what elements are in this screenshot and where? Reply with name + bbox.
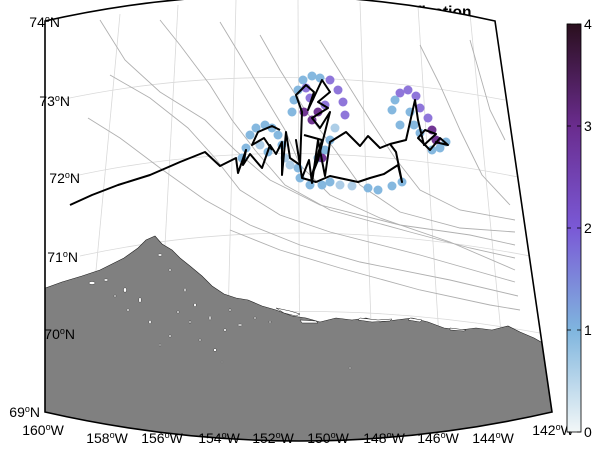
- lon-label-146: 146oW: [417, 430, 459, 446]
- coastal-lagoons: [88, 253, 352, 370]
- lat-label-69: 69oN: [9, 404, 40, 420]
- lon-label-148: 148oW: [363, 430, 405, 446]
- ship-track: [69, 79, 449, 206]
- colorbar-label-3: 3: [584, 118, 592, 134]
- lon-label-152: 152oW: [252, 430, 294, 446]
- lon-label-144: 144oW: [472, 430, 514, 446]
- lat-label-72: 72oN: [49, 170, 80, 186]
- lat-label-70: 70oN: [44, 326, 75, 342]
- colorbar-label-2: 2: [584, 220, 592, 236]
- land: [45, 235, 552, 441]
- map-frame: [44, 0, 553, 442]
- colorbar: 0 1 2 3 4: [566, 16, 592, 440]
- colorbar-label-0: 0: [584, 424, 592, 440]
- land-mass: [45, 235, 552, 441]
- colorbar-ticks: [567, 23, 581, 433]
- lon-label-154: 154oW: [198, 430, 240, 446]
- lon-label-158: 158oW: [86, 430, 128, 446]
- lat-label-73: 73oN: [39, 93, 70, 109]
- latitude-labels: 74oN 73oN 72oN 71oN 70oN 69oN: [9, 14, 80, 420]
- class-marker: [301, 75, 433, 123]
- lon-label-160: 160oW: [22, 422, 64, 438]
- colorbar-label-1: 1: [584, 322, 592, 338]
- barrier-islands: [275, 307, 467, 332]
- lat-label-71: 71oN: [47, 249, 78, 265]
- lon-label-150: 150oW: [307, 430, 349, 446]
- longitude-labels: 160oW 158oW 156oW 154oW 152oW 150oW 148o…: [22, 422, 574, 446]
- lat-label-74: 74oN: [29, 14, 60, 30]
- colorbar-label-4: 4: [584, 16, 592, 32]
- lon-label-156: 156oW: [141, 430, 183, 446]
